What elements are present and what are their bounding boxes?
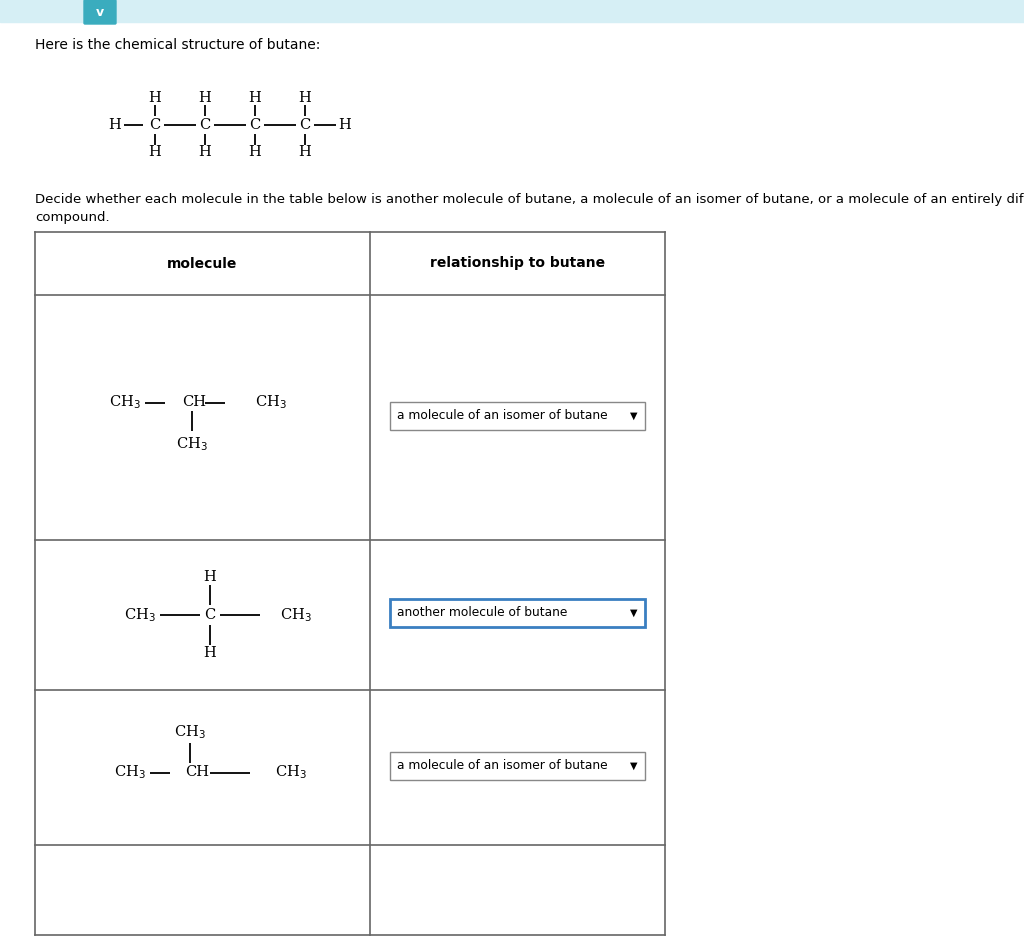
Text: CH$_3$: CH$_3$ — [280, 606, 311, 624]
Text: H: H — [199, 145, 211, 159]
Text: C: C — [200, 118, 211, 132]
Text: ▼: ▼ — [630, 411, 637, 420]
Text: another molecule of butane: another molecule of butane — [397, 606, 567, 619]
Text: H: H — [249, 91, 261, 105]
Text: H: H — [199, 91, 211, 105]
Bar — [390, 401, 645, 430]
Text: CH$_3$: CH$_3$ — [255, 394, 287, 412]
Text: H: H — [299, 91, 311, 105]
Text: H: H — [249, 145, 261, 159]
Text: H: H — [299, 145, 311, 159]
Text: H: H — [109, 118, 122, 132]
Bar — [0, 0, 1024, 22]
Text: compound.: compound. — [35, 211, 110, 224]
Text: Decide whether each molecule in the table below is another molecule of butane, a: Decide whether each molecule in the tabl… — [35, 193, 1024, 206]
Text: C: C — [299, 118, 310, 132]
Bar — [390, 751, 645, 779]
Text: H: H — [148, 91, 162, 105]
Text: H: H — [148, 145, 162, 159]
Text: molecule: molecule — [167, 257, 238, 271]
Text: v: v — [96, 6, 104, 19]
Text: relationship to butane: relationship to butane — [430, 257, 605, 271]
Text: CH$_3$: CH$_3$ — [124, 606, 156, 624]
Text: H: H — [339, 118, 351, 132]
Text: a molecule of an isomer of butane: a molecule of an isomer of butane — [397, 759, 607, 772]
Text: ▼: ▼ — [630, 608, 637, 618]
Bar — [390, 599, 645, 627]
FancyBboxPatch shape — [84, 0, 116, 24]
Text: CH$_3$: CH$_3$ — [110, 394, 141, 412]
Text: CH$_3$: CH$_3$ — [174, 724, 206, 742]
Text: C: C — [150, 118, 161, 132]
Text: CH$_3$: CH$_3$ — [176, 435, 208, 453]
Text: a molecule of an isomer of butane: a molecule of an isomer of butane — [397, 409, 607, 422]
Text: Here is the chemical structure of butane:: Here is the chemical structure of butane… — [35, 38, 321, 52]
Text: C: C — [250, 118, 261, 132]
Text: H: H — [204, 646, 216, 660]
Text: ▼: ▼ — [630, 760, 637, 771]
Text: C: C — [205, 608, 216, 622]
Text: H: H — [204, 570, 216, 584]
Text: CH$_3$: CH$_3$ — [275, 763, 307, 781]
Text: CH$_3$: CH$_3$ — [114, 763, 145, 781]
Text: CH: CH — [185, 765, 209, 779]
Text: CH: CH — [182, 396, 206, 410]
